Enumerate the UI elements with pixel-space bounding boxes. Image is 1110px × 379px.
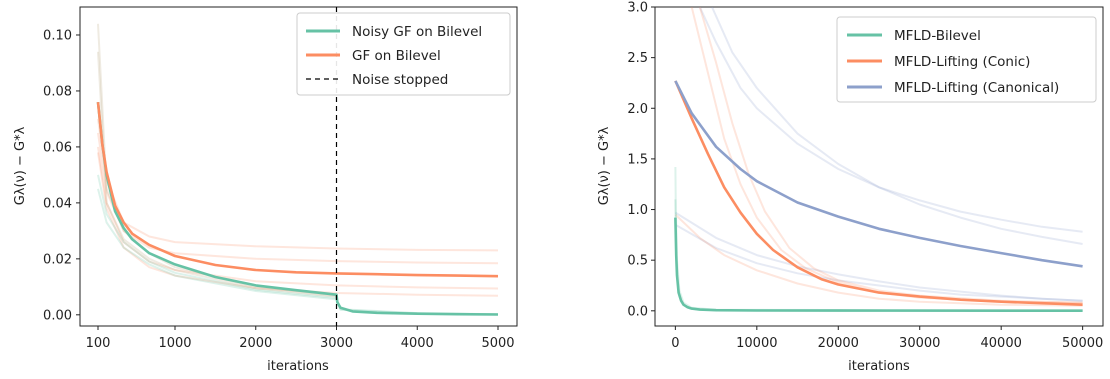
legend-label-mfld-bilevel: MFLD-Bilevel — [894, 28, 981, 44]
right-y-tick-label: 0.5 — [627, 254, 648, 269]
right-y-tick-label: 3.0 — [627, 1, 648, 16]
right-x-tick-label: 20000 — [818, 336, 859, 351]
left-x-tick-label: 5000 — [481, 336, 514, 351]
left-faint-line-0 — [97, 118, 499, 252]
left-series-lines — [96, 101, 499, 316]
right-y-tick-label: 1.0 — [627, 203, 648, 218]
left-x-tick-label: 2000 — [239, 336, 272, 351]
left-chart: 100 1000 2000 3000 4000 5000 0.00 0.02 0.04 0.06… — [13, 6, 518, 374]
right-x-tick-label: 10000 — [736, 336, 777, 351]
right-x-tick-label: 0 — [671, 336, 679, 351]
right-y-ticks: 0.0 0.5 1.0 1.5 2.0 2.5 3.0 — [627, 1, 655, 319]
legend-label-noise-stopped: Noise stopped — [352, 72, 448, 88]
left-x-tick-label: 3000 — [320, 336, 353, 351]
left-x-axis-label: iterations — [267, 359, 329, 374]
left-series-line-noisy — [96, 101, 499, 316]
legend-label-noisy-gf: Noisy GF on Bilevel — [352, 24, 482, 40]
left-faint-line-7 — [97, 51, 337, 298]
right-chart: 0 10000 20000 30000 40000 50000 0.0 0.5 1.0 1.5 2… — [597, 1, 1104, 374]
right-y-tick-label: 1.5 — [627, 152, 648, 167]
right-y-axis-label: Gλ(ν) − G*λ — [597, 126, 612, 205]
right-x-tick-label: 40000 — [981, 336, 1022, 351]
left-faint-line-1 — [97, 132, 499, 265]
left-plot-frame — [79, 6, 518, 327]
right-faint-line-0 — [698, 7, 1083, 233]
left-x-tick-label: 4000 — [401, 336, 434, 351]
left-faint-line-4 — [97, 174, 499, 316]
left-x-tick-label: 100 — [86, 336, 111, 351]
right-legend: MFLD-Bilevel MFLD-Lifting (Conic) MFLD-L… — [836, 16, 1097, 103]
right-series-lines — [674, 80, 1083, 312]
right-faint-line-1 — [711, 7, 1083, 245]
legend-label-gf: GF on Bilevel — [352, 48, 441, 64]
right-faint-line-2 — [674, 211, 1083, 302]
left-legend-box — [296, 12, 511, 96]
right-x-axis-label: iterations — [848, 359, 910, 374]
right-x-tick-label: 50000 — [1062, 336, 1103, 351]
right-legend-box — [836, 16, 1097, 103]
right-series-line-canonical — [674, 80, 1083, 268]
right-x-tick-label: 30000 — [899, 336, 940, 351]
right-series-line-bilevel — [674, 217, 1083, 312]
left-y-axis-label: Gλ(ν) − G*λ — [13, 126, 28, 205]
left-series-line-gf — [96, 101, 499, 278]
left-y-tick-label: 0.10 — [43, 28, 72, 43]
right-faint-line-6 — [674, 213, 1083, 307]
left-faint-line-3 — [97, 152, 499, 297]
left-y-tick-label: 0.04 — [43, 196, 72, 211]
legend-label-mfld-canonical: MFLD-Lifting (Canonical) — [894, 80, 1059, 96]
legend-label-mfld-conic: MFLD-Lifting (Conic) — [894, 54, 1030, 70]
right-y-tick-label: 0.0 — [627, 304, 648, 319]
left-legend: Noisy GF on Bilevel GF on Bilevel Noise … — [296, 12, 511, 96]
right-faint-line-7 — [674, 166, 1083, 312]
right-y-tick-label: 2.5 — [627, 51, 648, 66]
left-y-tick-label: 0.08 — [43, 84, 72, 99]
left-y-tick-label: 0.06 — [43, 140, 72, 155]
left-y-ticks: 0.00 0.02 0.04 0.06 0.08 0.10 — [43, 28, 80, 323]
right-x-ticks: 0 10000 20000 30000 40000 50000 — [671, 326, 1103, 351]
right-plot-frame — [654, 6, 1104, 327]
right-faint-line-3 — [674, 223, 1083, 302]
right-y-tick-label: 2.0 — [627, 102, 648, 117]
right-series-line-conic — [674, 80, 1083, 306]
left-faint-line-2 — [97, 146, 499, 290]
left-x-ticks: 100 1000 2000 3000 4000 5000 — [86, 326, 515, 351]
left-y-tick-label: 0.00 — [43, 308, 72, 323]
left-y-tick-label: 0.02 — [43, 252, 72, 267]
left-x-tick-label: 1000 — [158, 336, 191, 351]
